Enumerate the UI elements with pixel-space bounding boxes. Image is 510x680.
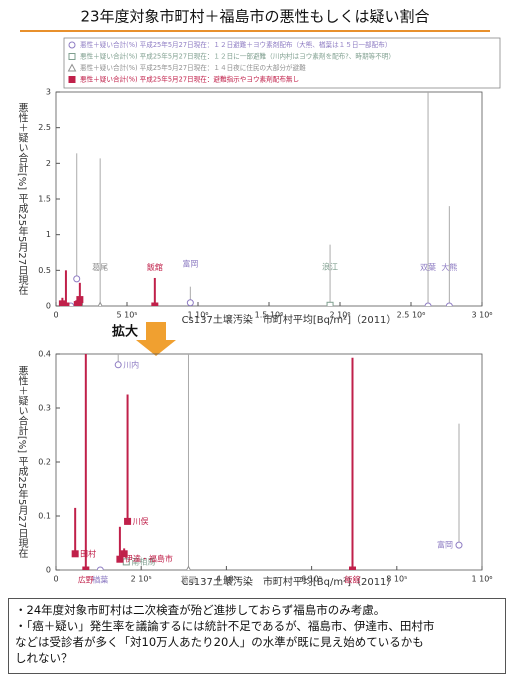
point-label: 楢葉	[92, 575, 108, 585]
point-label: 飯舘	[344, 575, 360, 585]
marker	[97, 301, 103, 306]
x-tick-label: 8 10⁵	[386, 575, 407, 584]
point-label: 大熊	[441, 262, 457, 272]
point-label: 葛尾	[180, 575, 196, 585]
marker	[73, 275, 81, 283]
y-tick-label: 0	[46, 566, 51, 575]
y-axis-label: 悪性＋疑い合計[%] 平成25年5月27日現在	[16, 103, 28, 295]
marker	[114, 361, 122, 369]
note-line: ・「癌＋疑い」発生率を議論するには統計不足であるが、福島市、伊達市、田村市	[15, 619, 435, 633]
notes-box: ・24年度対象市町村は二次検査が殆ど進捗しておらず福島市のみ考慮。・「癌＋疑い」…	[8, 598, 506, 674]
marker	[151, 302, 159, 306]
x-axis-label: Cs137土壌汚染 市町村平均[Bq/m²]（2011）	[182, 313, 397, 326]
x-tick-label: 6 10⁵	[301, 575, 322, 584]
marker	[455, 541, 463, 549]
note-line: しれない？	[15, 651, 73, 665]
point-label: 富岡	[182, 259, 198, 269]
marker	[116, 555, 124, 563]
marker	[326, 301, 334, 306]
x-tick-label: 2.5 10⁶	[397, 311, 426, 320]
marker	[186, 565, 191, 570]
marker	[445, 302, 453, 306]
x-tick-label: 1 10⁶	[187, 311, 208, 320]
note-line: などは受診者が多く「対10万人あたり20人」の水準が既に見え始めているかも	[15, 635, 424, 649]
zoom-arrow	[136, 322, 176, 356]
marker	[424, 302, 432, 306]
plot-area	[58, 92, 453, 306]
plot-area	[71, 354, 463, 570]
y-axis-label: 悪性＋疑い合計[%] 平成25年5月27日現在	[16, 366, 28, 558]
point-label: 南相馬	[131, 556, 155, 566]
point-label: 双葉	[420, 262, 436, 272]
legend-box	[63, 37, 501, 89]
y-tick-label: 0.2	[38, 458, 51, 467]
marker	[62, 302, 70, 306]
y-tick-label: 1.5	[38, 195, 51, 204]
x-axis-label: Cs137土壌汚染 市町村平均[Bq/m²]（2011）	[182, 575, 397, 588]
x-tick-label: 4 10⁵	[216, 575, 237, 584]
y-tick-label: 0.4	[38, 350, 51, 359]
marker	[186, 299, 194, 306]
legend-label: 悪性＋疑い合計(%) 平成25年5月27日現在：１２日避難＋ヨウ素剤配布（大熊、…	[80, 40, 391, 49]
note-line: ・24年度対象市町村は二次検査が殆ど進捗しておらず福島市のみ考慮。	[15, 603, 386, 617]
point-label: 浪江	[322, 261, 338, 271]
y-tick-label: 2.5	[38, 123, 51, 132]
y-tick-label: 2	[46, 159, 51, 168]
x-tick-label: 1.5 10⁶	[255, 311, 284, 320]
point-label: 川俣	[133, 517, 149, 526]
marker	[76, 296, 84, 304]
marker	[96, 566, 104, 570]
point-label: 葛尾	[92, 262, 108, 272]
marker	[120, 550, 128, 558]
legend-label: 悪性＋疑い合計(%) 平成25年5月27日現在：避難指示やヨウ素剤配布無し	[80, 75, 299, 84]
point-label: 川内	[123, 359, 139, 369]
plot-frame	[55, 91, 483, 307]
y-tick-label: 0	[46, 302, 51, 311]
marker	[82, 566, 90, 570]
point-label: 富岡	[437, 540, 453, 550]
x-tick-label: 0	[53, 311, 58, 320]
x-tick-label: 3 10⁶	[471, 311, 492, 320]
point-label: 田村	[80, 548, 96, 558]
point-label: 伊達・福島市	[125, 554, 173, 564]
point-label: 広野	[78, 575, 94, 585]
y-tick-label: 3	[46, 88, 51, 97]
legend-marker	[68, 41, 76, 49]
x-tick-label: 1 10⁶	[471, 575, 492, 584]
y-tick-label: 0.1	[38, 512, 51, 521]
legend-marker	[68, 76, 76, 83]
marker	[348, 566, 356, 570]
marker	[124, 517, 132, 525]
page-title: 23年度対象市町村＋福島市の悪性もしくは疑い割合	[80, 8, 429, 26]
y-tick-label: 0.5	[38, 266, 51, 275]
y-tick-label: 1	[46, 230, 51, 239]
legend-label: 悪性＋疑い合計(%) 平成25年5月27日現在：１２日に一部避難（川内村はヨウ素…	[80, 52, 395, 61]
point-label: 飯舘	[147, 262, 163, 272]
marker	[71, 550, 79, 558]
zoom-label: 拡大	[112, 324, 138, 340]
legend-label: 悪性＋疑い合計(%) 平成25年5月27日現在：１４日夜に住民の大部分が避難	[80, 63, 306, 72]
x-tick-label: 2 10⁶	[329, 311, 350, 320]
legend-marker	[67, 63, 77, 72]
x-tick-label: 5 10⁵	[116, 311, 137, 320]
legend: 悪性＋疑い合計(%) 平成25年5月27日現在：１２日避難＋ヨウ素剤配布（大熊、…	[63, 37, 501, 89]
x-tick-label: 0	[53, 575, 58, 584]
y-tick-label: 0.3	[38, 404, 51, 413]
legend-marker	[68, 53, 76, 60]
x-tick-label: 2 10⁵	[131, 575, 152, 584]
